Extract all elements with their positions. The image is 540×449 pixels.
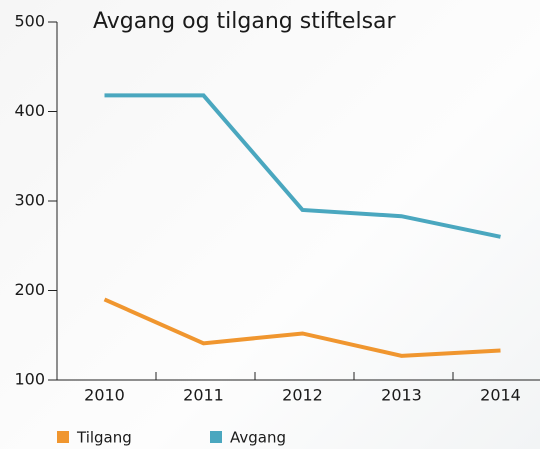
legend-swatch — [57, 431, 69, 443]
x-tick-label: 2013 — [381, 386, 422, 405]
x-tick-label: 2012 — [282, 386, 323, 405]
x-tick-label: 2010 — [84, 386, 125, 405]
y-tick-label: 200 — [14, 280, 45, 299]
y-tick-label: 500 — [14, 12, 45, 31]
legend-label: Avgang — [230, 429, 286, 447]
legend-swatch — [210, 431, 222, 443]
line-series — [104, 93, 501, 239]
line-series — [103, 297, 501, 358]
chart-title: Avgang og tilgang stiftelsar — [93, 9, 397, 34]
y-tick-label: 300 — [14, 191, 45, 210]
y-tick-label: 100 — [14, 370, 45, 389]
legend-label: Tilgang — [76, 429, 132, 447]
x-tick-label: 2011 — [183, 386, 224, 405]
x-tick-label: 2014 — [480, 386, 521, 405]
y-tick-label: 400 — [14, 101, 45, 120]
